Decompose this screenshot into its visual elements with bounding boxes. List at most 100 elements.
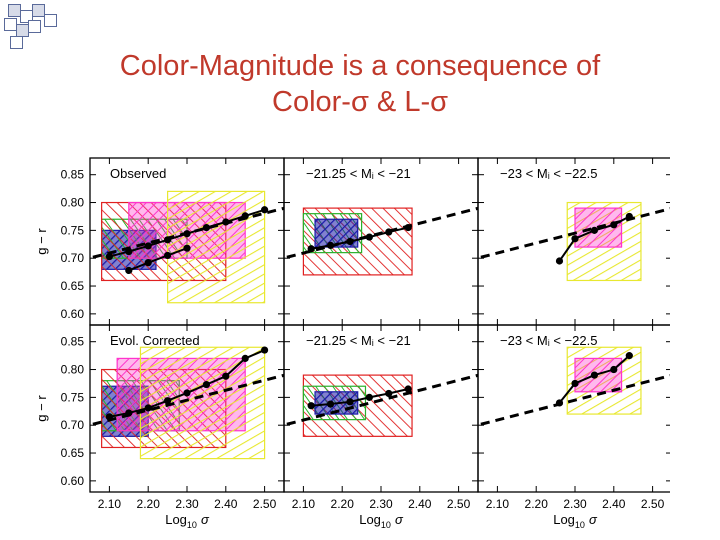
y-tick-label: 0.85: [61, 335, 85, 349]
panel-plot-area: [90, 346, 284, 460]
data-point: [144, 242, 152, 250]
x-tick-label: 2.40: [214, 497, 238, 511]
data-point: [222, 372, 230, 380]
data-point: [571, 379, 579, 388]
data-point: [144, 259, 152, 267]
data-point: [555, 257, 564, 265]
x-axis-label-main: Log: [165, 512, 187, 527]
data-point: [241, 212, 249, 220]
x-tick-label: 2.20: [137, 497, 161, 511]
x-tick-label: 2.50: [447, 497, 471, 511]
slide-title: Color-Magnitude is a consequence of Colo…: [0, 48, 720, 120]
data-point: [365, 233, 373, 241]
data-point: [183, 244, 191, 252]
x-tick-label: 2.20: [525, 497, 549, 511]
panel-plot-area: [90, 190, 284, 304]
slide-title-line-2: Color-σ & L-σ: [272, 86, 448, 118]
panel-2: −23 < Mᵢ < −22.5: [477, 157, 670, 326]
data-point: [202, 223, 210, 232]
x-tick-label: 2.10: [98, 497, 122, 511]
x-tick-label: 2.50: [253, 497, 277, 511]
slide-title-line-1: Color-Magnitude is a consequence of: [119, 50, 601, 82]
y-tick-label: 0.70: [61, 251, 85, 265]
x-axis-label-sym: σ: [201, 512, 210, 527]
color-sigma-figure: Observed 0.60 0.65 0.70 0.75 0.80 0.85 g − r −21…: [34, 157, 670, 530]
decor-square: [28, 20, 41, 33]
panels-group: Observed 0.60 0.65 0.70 0.75 0.80 0.85 g − r −21…: [34, 157, 670, 530]
data-point: [105, 413, 113, 421]
panel-1: −21.25 < Mᵢ < −21: [283, 157, 479, 326]
panel-label: −23 < Mᵢ < −22.5: [500, 166, 597, 181]
x-axis-label-sub: 10: [575, 520, 585, 530]
x-tick-label: 2.50: [641, 497, 665, 511]
fit-line: [284, 373, 478, 427]
data-point: [365, 393, 373, 401]
data-point: [590, 371, 599, 379]
data-point: [164, 397, 172, 405]
y-tick-label: 0.60: [61, 307, 85, 321]
y-tick-label: 0.75: [61, 390, 85, 404]
panel-label: −21.25 < Mᵢ < −21: [306, 333, 411, 348]
x-axis-label: Log10 σ: [359, 512, 404, 530]
data-point: [125, 409, 133, 417]
data-point: [610, 221, 618, 229]
x-axis-label: Log10 σ: [165, 512, 210, 530]
y-tick-label: 0.65: [61, 446, 85, 460]
panel-label: −23 < Mᵢ < −22.5: [500, 333, 597, 348]
data-point: [164, 236, 172, 244]
data-point: [125, 247, 133, 256]
panel-5: −23 < Mᵢ < −22.5 2.10 2.20 2.30 2.40 2.50 Log1…: [477, 324, 670, 530]
panel-4: −21.25 < Mᵢ < −21 2.10 2.20 2.30 2.40 2.50 Log…: [283, 324, 479, 530]
panel-plot-area: [284, 373, 478, 437]
decor-square: [44, 14, 57, 27]
data-point: [385, 228, 393, 236]
fit-line: [478, 374, 670, 427]
y-tick-label: 0.75: [61, 223, 85, 237]
panel-label: Evol. Corrected: [110, 333, 200, 348]
x-tick-label: 2.40: [408, 497, 432, 511]
y-tick-label: 0.80: [61, 363, 85, 377]
panel-0: Observed 0.60 0.65 0.70 0.75 0.80 0.85 g − r: [34, 157, 285, 326]
data-point: [326, 400, 335, 408]
x-axis-label-main: Log: [553, 512, 575, 527]
fit-line: [90, 373, 284, 427]
y-tick-label: 0.60: [61, 474, 85, 488]
hatched-band: [167, 190, 266, 304]
data-point: [404, 385, 412, 393]
decor-square: [32, 4, 45, 17]
x-tick-label: 2.10: [486, 497, 510, 511]
data-point: [307, 402, 315, 410]
x-axis-label-sym: σ: [589, 512, 598, 527]
series-line: [128, 247, 188, 272]
x-axis-label-main: Log: [359, 512, 381, 527]
y-axis-label: g − r: [34, 395, 49, 422]
x-tick-label: 2.40: [602, 497, 626, 511]
x-tick-label: 2.30: [563, 497, 587, 511]
x-axis-label: Log10 σ: [553, 512, 598, 530]
data-point: [385, 389, 393, 398]
data-point: [202, 380, 210, 389]
data-point: [183, 230, 191, 238]
panel-3: Evol. Corrected 0.60 0.65 0.70 0.75 0.80 0.85 g…: [34, 324, 285, 530]
data-point: [125, 266, 133, 275]
panel-plot-area: [478, 201, 670, 282]
data-point: [105, 252, 113, 261]
data-point: [261, 346, 269, 354]
data-point: [571, 235, 579, 243]
panel-plot-area: [284, 206, 478, 276]
decor-square: [10, 36, 23, 49]
x-axis-label-sub: 10: [381, 520, 391, 530]
panel-label: −21.25 < Mᵢ < −21: [306, 166, 411, 181]
data-point: [241, 354, 249, 362]
y-tick-label: 0.70: [61, 418, 85, 432]
data-point: [307, 245, 315, 253]
data-point: [346, 398, 354, 406]
data-point: [164, 251, 172, 260]
y-axis-label: g − r: [34, 228, 49, 255]
hatched-band: [139, 346, 266, 460]
x-tick-label: 2.20: [331, 497, 355, 511]
x-axis-label-sub: 10: [187, 520, 197, 530]
hatched-band: [574, 357, 623, 393]
data-point: [326, 241, 335, 249]
data-point: [404, 223, 412, 232]
